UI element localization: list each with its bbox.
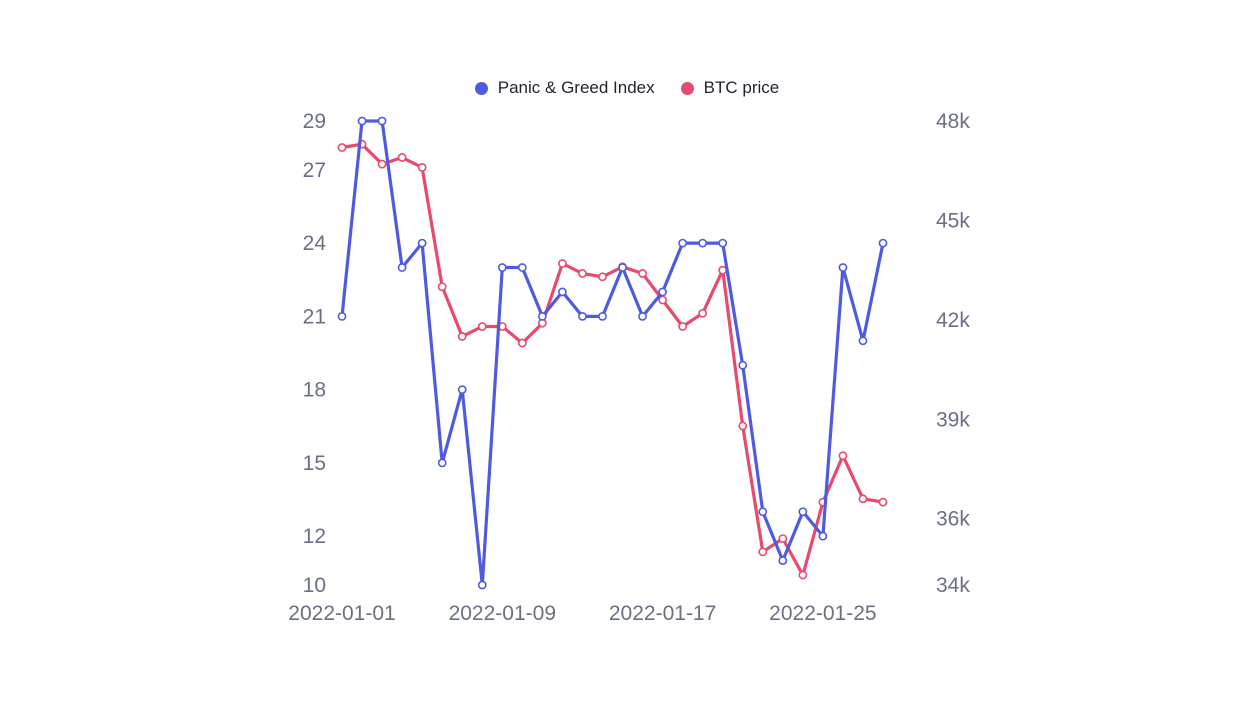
y-right-tick-label: 36k [936,508,970,531]
y-left-tick-label: 27 [303,159,326,182]
x-tick-label: 2022-01-17 [609,602,716,625]
legend-dot-btc-price [680,81,694,95]
data-point-panic-greed [758,507,768,517]
data-point-panic-greed [537,311,547,321]
data-point-panic-greed [658,287,667,297]
data-point-panic-greed [457,385,467,395]
y-left-tick-label: 24 [303,232,327,255]
data-point-btc-price [698,308,708,318]
data-point-panic-greed [618,263,627,272]
data-point-panic-greed [517,263,527,272]
series-line-btc-price [340,142,885,577]
y-left-tick-label: 21 [303,305,326,328]
legend-label-btc-price: BTC price [703,78,780,97]
data-point-btc-price [397,153,407,162]
data-point-btc-price [798,570,808,580]
data-point-panic-greed [598,311,607,321]
x-tick-label: 2022-01-25 [769,602,876,625]
y-right-tick-label: 39k [936,408,970,431]
data-point-panic-greed [838,263,848,272]
data-point-panic-greed [357,116,367,126]
data-point-panic-greed [878,238,888,248]
y-right-tick-label: 45k [936,209,970,232]
x-tick-label: 2022-01-01 [288,602,395,625]
legend-item-btc-price[interactable]: BTC price [680,78,780,98]
data-point-btc-price [758,547,768,557]
data-point-panic-greed [798,507,808,517]
data-point-panic-greed [417,238,427,248]
data-point-btc-price [578,269,587,278]
data-point-panic-greed [718,238,728,248]
legend-dot-panic-greed [474,81,488,95]
data-point-btc-price [838,451,848,461]
y-right-tick-label: 42k [936,309,970,332]
data-point-panic-greed [558,287,567,297]
data-point-panic-greed [778,556,788,565]
data-point-panic-greed [377,116,387,126]
data-point-btc-price [738,421,748,431]
data-point-btc-price [417,162,427,172]
legend: Panic & Greed Index BTC price [0,78,1254,98]
y-left-tick-label: 18 [303,379,326,402]
data-point-panic-greed [397,263,407,272]
y-left-tick-label: 12 [303,525,326,548]
data-point-btc-price [558,259,567,268]
data-point-btc-price [598,272,607,282]
y-left-tick-label: 29 [303,110,326,133]
legend-label-panic-greed: Panic & Greed Index [497,78,655,97]
data-point-btc-price [678,322,688,331]
legend-item-panic-greed[interactable]: Panic & Greed Index [474,78,655,98]
data-point-panic-greed [337,311,347,321]
data-point-btc-price [377,159,387,169]
data-point-panic-greed [497,263,507,272]
y-right-tick-label: 34k [936,574,970,597]
data-point-panic-greed [578,311,587,321]
data-point-panic-greed [638,311,647,321]
data-point-btc-price [638,269,647,278]
data-point-panic-greed [818,531,828,541]
data-point-btc-price [858,494,868,504]
series-line-panic-greed [340,119,885,587]
y-left-tick-label: 15 [303,452,326,475]
data-point-btc-price [658,295,667,305]
data-point-panic-greed [477,580,487,590]
data-point-panic-greed [698,238,708,248]
data-point-btc-price [337,143,347,152]
data-point-panic-greed [858,336,868,346]
data-point-btc-price [477,322,487,331]
data-point-btc-price [457,332,467,341]
y-right-tick-label: 48k [936,110,970,133]
data-point-btc-price [517,338,527,348]
data-point-btc-price [878,497,888,507]
data-point-panic-greed [738,360,748,370]
data-point-panic-greed [678,238,688,248]
data-point-btc-price [778,534,788,543]
y-left-tick-label: 10 [303,574,326,597]
data-point-btc-price [437,282,447,292]
data-point-panic-greed [437,458,447,468]
x-tick-label: 2022-01-09 [449,602,556,625]
